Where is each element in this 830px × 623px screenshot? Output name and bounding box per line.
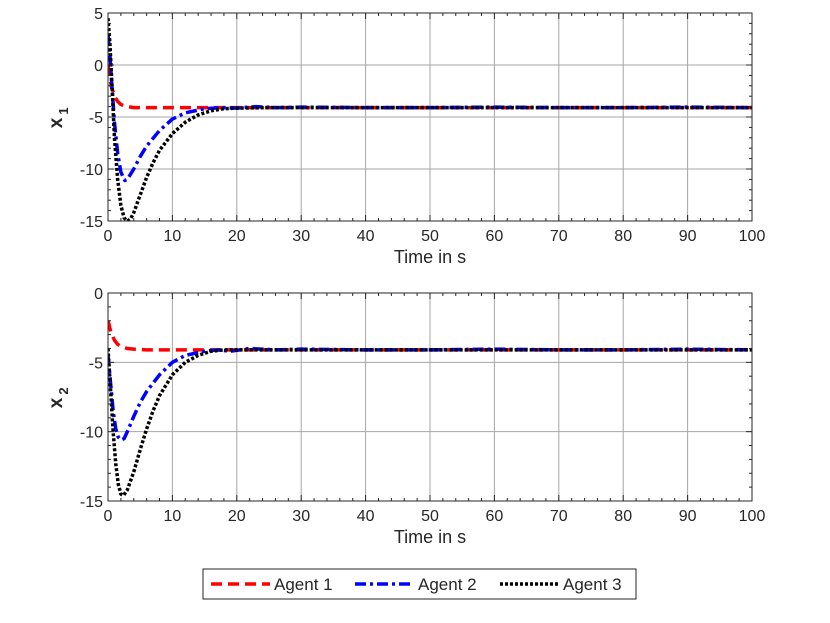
x-tick-label: 30 — [292, 508, 310, 525]
y-axis-label: x1 — [46, 107, 71, 128]
x-axis-label: Time in s — [394, 247, 466, 267]
y-axis-label-subscript: 2 — [56, 387, 71, 394]
x-tick-label: 100 — [739, 228, 766, 245]
legend-box — [202, 568, 637, 600]
x-tick-label: 20 — [228, 228, 246, 245]
y-tick-label: 0 — [94, 286, 103, 303]
subplot-x2: 0 10 20 30 40 50 60 70 80 90 100 -15 -10 -5 0 Time in s… — [46, 286, 765, 547]
x-tick-label: 40 — [357, 228, 375, 245]
y-tick-label: 5 — [94, 6, 103, 23]
x-tick-label: 0 — [104, 228, 113, 245]
x-tick-label: 0 — [104, 508, 113, 525]
y-tick-label: -5 — [89, 355, 103, 372]
x-tick-label: 10 — [164, 228, 182, 245]
x-tick-label: 30 — [292, 228, 310, 245]
x-tick-label: 60 — [486, 228, 504, 245]
legend-label-agent-3: Agent 3 — [563, 575, 622, 594]
series-group — [108, 18, 752, 221]
x-tick-label: 40 — [357, 508, 375, 525]
x-tick-label: 50 — [421, 508, 439, 525]
legend: Agent 1 Agent 2 Agent 3 — [202, 568, 637, 600]
y-axis-label-main: x — [46, 397, 67, 408]
y-tick-label: -10 — [80, 162, 103, 179]
y-tick-label: 0 — [94, 58, 103, 75]
x-axis-label: Time in s — [394, 527, 466, 547]
x-tick-label: 70 — [550, 228, 568, 245]
x-tick-label: 60 — [486, 508, 504, 525]
x-tick-label: 90 — [679, 228, 697, 245]
legend-label-agent-2: Agent 2 — [418, 575, 477, 594]
y-tick-label: -15 — [80, 214, 103, 231]
series-line-agent-3 — [108, 348, 752, 498]
x-tick-label: 50 — [421, 228, 439, 245]
series-line-agent-2 — [108, 346, 752, 442]
series-group — [108, 320, 752, 498]
y-tick-label: -10 — [80, 425, 103, 442]
y-axis-label-main: x — [46, 117, 67, 128]
x-tick-label: 90 — [679, 508, 697, 525]
series-line-agent-3 — [108, 18, 752, 221]
legend-label-agent-1: Agent 1 — [274, 575, 333, 594]
x-tick-label: 80 — [614, 508, 632, 525]
x-tick-label: 70 — [550, 508, 568, 525]
y-axis-label-subscript: 1 — [56, 107, 71, 114]
x-tick-label: 80 — [614, 228, 632, 245]
x-tick-label: 100 — [739, 508, 766, 525]
y-tick-label: -5 — [89, 110, 103, 127]
x-tick-label: 10 — [164, 508, 182, 525]
x-tick-label: 20 — [228, 508, 246, 525]
subplot-x1: 0 10 20 30 40 50 60 70 80 90 100 -15 -10 -5 0 5 Time in … — [46, 6, 765, 267]
y-axis-label: x2 — [46, 387, 71, 408]
y-tick-label: -15 — [80, 494, 103, 511]
